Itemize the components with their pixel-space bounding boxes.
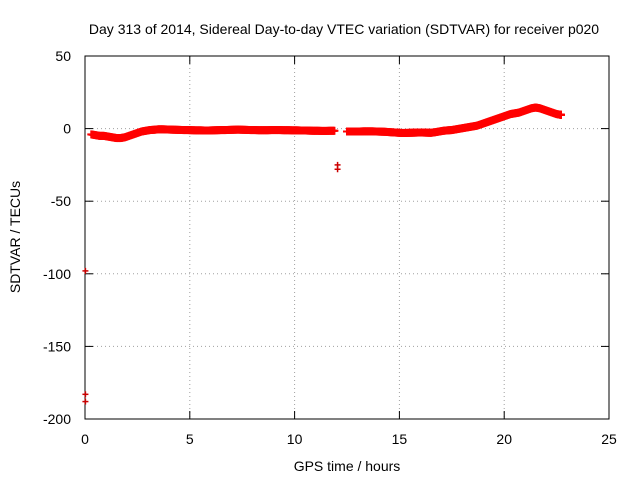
x-tick-label: 20 [496,431,512,447]
outlier-point [82,391,89,398]
points-layer [82,103,565,405]
outlier-point [82,267,89,274]
y-tick-label: -100 [43,266,71,282]
x-tick-label: 15 [392,431,408,447]
outlier-point [82,398,89,405]
x-tick-label: 5 [186,431,194,447]
x-tick-label: 0 [81,431,89,447]
y-tick-label: -50 [51,193,71,209]
y-tick-label: 0 [63,121,71,137]
data-point [330,126,339,135]
data-point [556,110,565,119]
y-tick-label: -150 [43,338,71,354]
x-axis-label: GPS time / hours [294,458,401,474]
ticks-layer: 50 0 -50 -100 -150 -200 0 5 10 15 20 25 [43,48,617,447]
plot-frame [84,55,610,420]
x-tick-label: 25 [601,431,617,447]
y-tick-label: -200 [43,411,71,427]
chart-title: Day 313 of 2014, Sidereal Day-to-day VTE… [89,21,599,37]
outlier-point [334,166,341,173]
y-axis-label: SDTVAR / TECUs [7,181,23,293]
y-tick-label: 50 [55,48,71,64]
x-tick-label: 10 [287,431,303,447]
